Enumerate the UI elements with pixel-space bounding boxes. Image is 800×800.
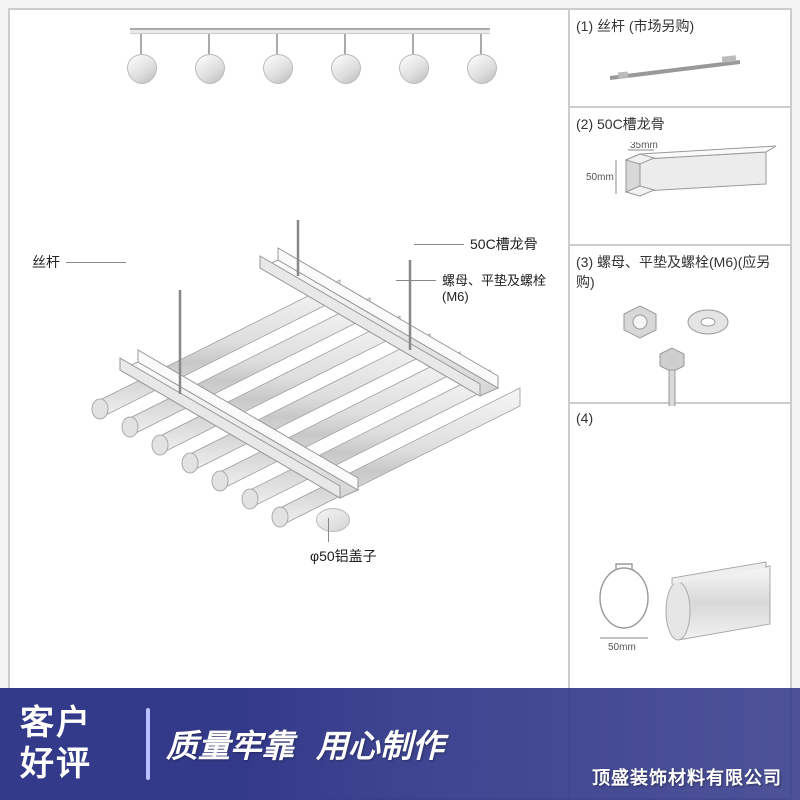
threaded-rod-illus — [576, 40, 784, 100]
promo-banner: 客户 好评 质量牢靠 用心制作 顶盛装饰材料有限公司 — [0, 688, 800, 800]
badge-line-2: 好评 — [20, 744, 130, 785]
hanger-disc — [140, 34, 142, 54]
part-cell-1: (1) 丝杆 (市场另购) — [570, 10, 790, 108]
rod-svg — [600, 50, 760, 90]
banner-separator — [146, 708, 150, 780]
hanger-disc — [480, 34, 482, 54]
dim-height: 50mm — [586, 172, 614, 183]
c-channel-illus: 35mm 50mm — [576, 138, 784, 238]
part-title: (2) 50C槽龙骨 — [576, 114, 784, 134]
label-text: φ50铝盖子 — [310, 548, 377, 564]
ceiling-surface — [130, 28, 490, 34]
technical-drawing-page: 丝杆 50C槽龙骨 螺母、平垫及螺栓(M6) φ50铝盖子 — [8, 8, 792, 800]
isometric-assembly — [80, 220, 540, 540]
channel-svg: 35mm 50mm — [580, 142, 780, 234]
part-title: (1) 丝杆 (市场另购) — [576, 16, 784, 36]
dim-width: 35mm — [630, 142, 658, 151]
hanger-disc — [412, 34, 414, 54]
part-cell-2: (2) 50C槽龙骨 35mm 50mm — [570, 108, 790, 246]
part-cell-3: (3) 螺母、平垫及螺栓(M6)(应另购) — [570, 246, 790, 404]
ceiling-hanger-row — [130, 28, 490, 108]
badge-line-1: 客户 — [20, 703, 130, 744]
fastener-svg — [590, 296, 770, 406]
banner-left-badge: 客户 好评 — [0, 703, 130, 785]
main-diagram-area: 丝杆 50C槽龙骨 螺母、平垫及螺栓(M6) φ50铝盖子 — [10, 10, 570, 798]
fasteners-illus — [576, 296, 784, 406]
hanger-disc — [344, 34, 346, 54]
profile-svg: 50mm — [580, 546, 780, 676]
banner-slogan: 质量牢靠 用心制作 — [166, 721, 444, 767]
hanger-disc — [276, 34, 278, 54]
label-end-cap: φ50铝盖子 — [310, 546, 377, 566]
company-name: 顶盛装饰材料有限公司 — [592, 764, 782, 790]
hanger-disc — [208, 34, 210, 54]
label-threaded-rod: 丝杆 — [32, 252, 60, 272]
slogan-part-a: 质量牢靠 — [166, 721, 294, 767]
label-text: 丝杆 — [32, 254, 60, 270]
part-title: (3) 螺母、平垫及螺栓(M6)(应另购) — [576, 252, 784, 292]
slogan-part-b: 用心制作 — [316, 721, 444, 767]
part-title: (4) — [576, 410, 784, 426]
dim-dia: 50mm — [608, 642, 636, 653]
parts-legend-column: (1) 丝杆 (市场另购) (2) 50C槽龙骨 — [570, 10, 790, 798]
assembly-svg — [80, 220, 540, 540]
